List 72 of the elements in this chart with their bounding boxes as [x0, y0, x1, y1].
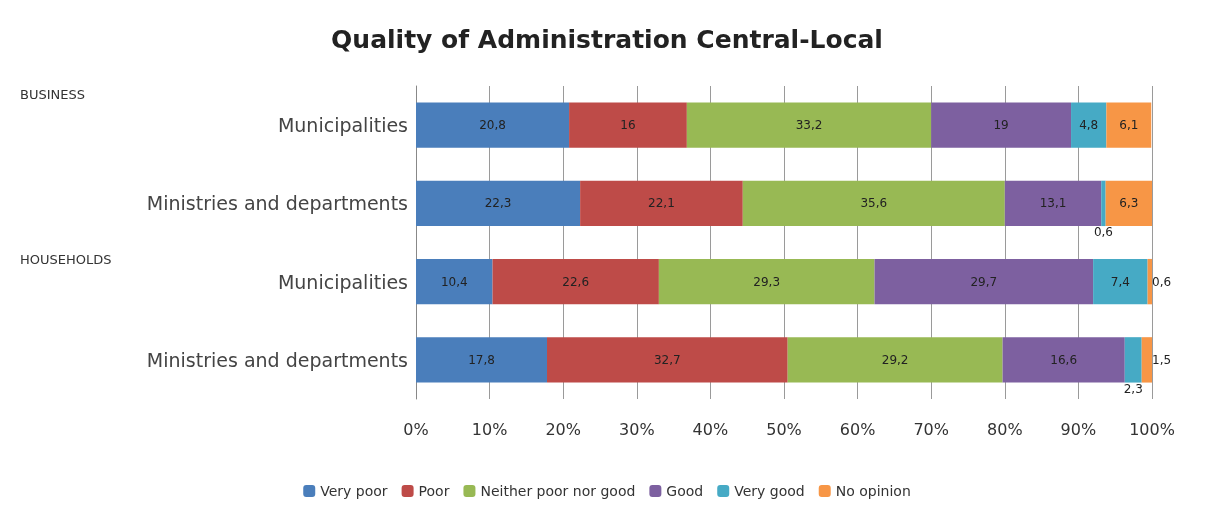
bar — [416, 258, 493, 305]
data-label: 16 — [620, 118, 636, 133]
y-tick-label: Ministries and departments — [146, 192, 408, 215]
bar — [658, 258, 875, 305]
data-label: 32,7 — [653, 352, 681, 367]
bar — [1071, 102, 1107, 148]
data-label: 17,8 — [468, 352, 495, 367]
bar — [492, 258, 659, 305]
data-label: 29,7 — [970, 274, 998, 289]
text: BUSINESS — [20, 87, 85, 102]
legend-label: Poor — [418, 483, 450, 499]
data-label: 22,6 — [562, 274, 590, 289]
x-tick-label: 30% — [619, 419, 655, 439]
data-label: 2,3 — [1123, 381, 1143, 396]
data-label: 29,2 — [881, 352, 909, 367]
x-tick-label: 80% — [987, 419, 1023, 439]
y-tick-label: Ministries and departments — [146, 348, 408, 371]
y-tick-label: Municipalities — [277, 270, 408, 293]
bar — [874, 258, 1094, 305]
bar — [1141, 337, 1152, 383]
text: HOUSEHOLDS — [20, 251, 112, 267]
bar — [416, 102, 570, 148]
data-label: 16,6 — [1050, 352, 1078, 367]
bar — [1093, 258, 1148, 305]
legend-label: Neither poor nor good — [480, 483, 636, 499]
data-label: 0,6 — [1093, 225, 1113, 240]
x-tick-label: 20% — [545, 419, 581, 439]
x-tick-label: 60% — [839, 419, 876, 439]
bar — [686, 102, 932, 148]
bar — [569, 102, 687, 148]
x-tick-label: 90% — [1060, 419, 1097, 439]
bar — [416, 337, 548, 383]
legend-label: Very poor — [320, 483, 388, 499]
data-label: 6,1 — [1119, 118, 1139, 133]
bar — [1002, 337, 1125, 383]
bar — [787, 337, 1003, 383]
data-label: 35,6 — [860, 196, 888, 211]
chart-title: Quality of Administration Central-Local — [331, 25, 883, 54]
bar — [580, 180, 743, 227]
bar — [1147, 258, 1152, 305]
data-label: 6,3 — [1119, 196, 1139, 211]
y-tick-label: Municipalities — [277, 114, 408, 137]
data-label: 19 — [993, 118, 1009, 133]
data-label: 10,4 — [440, 274, 468, 289]
data-label: 4,8 — [1079, 118, 1099, 133]
data-label: 22,3 — [484, 196, 512, 211]
data-label: 33,2 — [795, 118, 823, 133]
bar — [1004, 180, 1102, 227]
x-tick-label: 100% — [1129, 419, 1175, 439]
x-tick-label: 10% — [471, 419, 508, 439]
legend-label: Good — [666, 483, 704, 499]
x-tick-label: 50% — [766, 419, 802, 439]
bar — [931, 102, 1072, 148]
bar — [1124, 337, 1142, 383]
x-tick-label: 0% — [403, 419, 429, 439]
legend-label: Very good — [734, 483, 805, 499]
data-label: 13,1 — [1039, 196, 1067, 211]
x-tick-label: 70% — [913, 419, 949, 439]
bar — [742, 180, 1005, 227]
bar — [1106, 102, 1152, 148]
legend-label: No opinion — [835, 483, 911, 499]
data-label: 20,8 — [479, 118, 506, 133]
x-tick-label: 40% — [692, 419, 729, 439]
bar — [1101, 180, 1106, 227]
bar — [547, 337, 788, 383]
data-label: 7,4 — [1110, 274, 1130, 289]
bar — [1105, 180, 1152, 227]
data-label: 1,5 — [1152, 352, 1172, 367]
data-label: 22,1 — [648, 196, 675, 211]
data-label: 0,6 — [1152, 274, 1172, 289]
data-label: 29,3 — [753, 274, 781, 289]
bar — [416, 180, 581, 227]
